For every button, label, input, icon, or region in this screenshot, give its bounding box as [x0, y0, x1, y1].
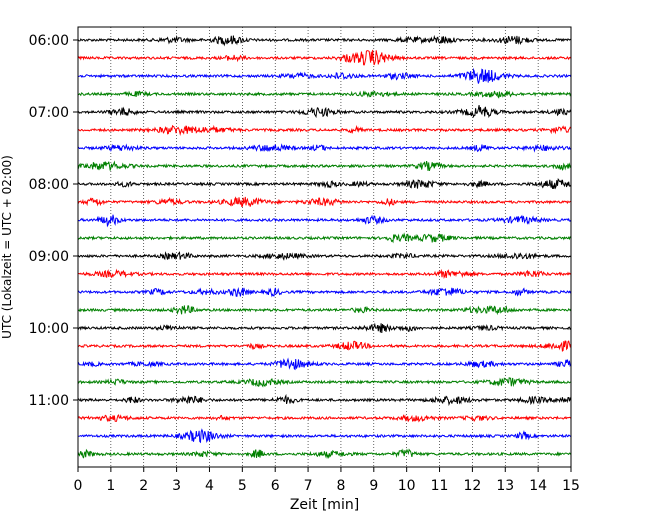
x-tick-label: 9 — [369, 478, 378, 494]
seismic-trace — [77, 414, 572, 423]
seismic-trace — [77, 286, 572, 298]
x-tick-label: 7 — [304, 478, 313, 494]
seismic-trace — [77, 268, 572, 279]
x-tick-label: 5 — [238, 478, 247, 494]
seismic-trace — [77, 67, 572, 84]
seismic-trace — [77, 377, 571, 388]
x-tick-label: 2 — [139, 478, 148, 494]
y-tick-label: 06:00 — [29, 33, 69, 49]
plot-area-background — [78, 27, 571, 467]
seismic-trace — [77, 322, 572, 334]
seismic-trace — [77, 251, 572, 261]
trace-layer — [77, 34, 572, 460]
seismic-trace — [77, 305, 572, 316]
x-tick-label: 6 — [271, 478, 280, 494]
seismic-trace — [77, 340, 572, 352]
x-tick-label: 10 — [398, 478, 416, 494]
seismic-trace — [77, 49, 572, 66]
seismic-trace — [77, 90, 572, 99]
y-tick-label: 11:00 — [29, 393, 69, 409]
x-tick-label: 12 — [463, 478, 481, 494]
seismic-trace — [77, 232, 572, 244]
x-tick-label: 13 — [496, 478, 514, 494]
seismic-trace — [77, 196, 572, 208]
seismic-trace — [77, 428, 572, 444]
seismic-trace — [77, 393, 572, 407]
x-tick-label: 8 — [336, 478, 345, 494]
x-tick-label: 1 — [106, 478, 115, 494]
x-axis-ticks: 0 1 2 3 4 5 6 7 8 9 10 11 12 13 14 15 — [74, 467, 580, 494]
grid-layer — [110, 27, 539, 467]
plot-frame — [77, 26, 572, 468]
y-axis-ticks: 06:00 07:00 08:00 09:00 10:00 11:00 — [29, 33, 78, 409]
x-tick-label: 3 — [172, 478, 181, 494]
seismic-trace — [77, 177, 572, 190]
y-tick-label: 10:00 — [29, 321, 69, 337]
y-tick-label: 07:00 — [29, 105, 69, 121]
seismic-trace — [77, 143, 572, 153]
x-axis-label: Zeit [min] — [290, 497, 359, 513]
x-tick-label: 11 — [431, 478, 449, 494]
seismic-trace — [77, 214, 572, 228]
seismic-trace — [77, 124, 572, 136]
x-tick-label: 14 — [529, 478, 547, 494]
y-tick-label: 08:00 — [29, 177, 69, 193]
seismic-trace — [77, 34, 572, 47]
seismic-trace — [77, 105, 572, 119]
x-tick-label: 0 — [74, 478, 83, 494]
seismic-trace — [77, 357, 572, 371]
x-tick-label: 4 — [205, 478, 214, 494]
seismic-trace — [77, 160, 572, 171]
y-tick-label: 09:00 — [29, 249, 69, 265]
seismic-trace — [77, 448, 572, 460]
x-tick-label: 15 — [562, 478, 580, 494]
y-axis-label: UTC (Lokalzeit = UTC + 02:00) — [0, 155, 14, 339]
